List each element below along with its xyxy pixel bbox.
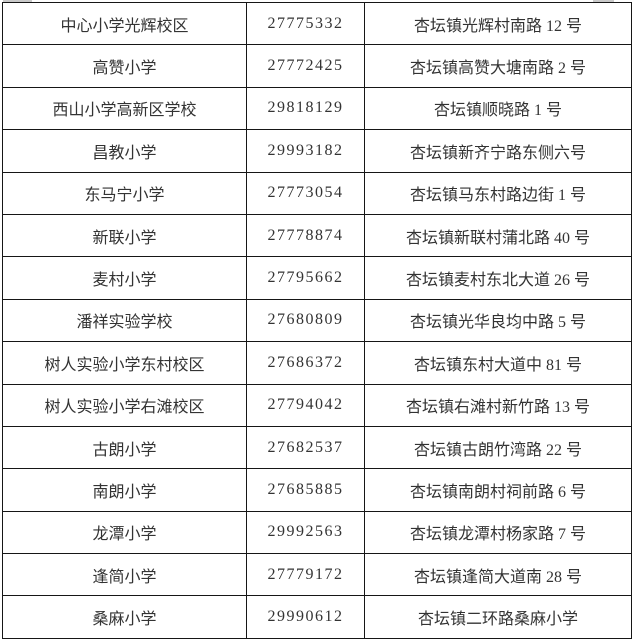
address-cell: 杏坛镇麦村东北大道 26 号 bbox=[364, 256, 632, 300]
school-name-cell: 桑麻小学 bbox=[2, 595, 247, 639]
table-row: 新联小学 27778874 杏坛镇新联村蒲北路 40 号 bbox=[2, 213, 632, 258]
school-name-cell: 龙潭小学 bbox=[2, 510, 247, 555]
phone-cell: 29818129 bbox=[246, 86, 365, 131]
school-name-cell: 西山小学高新区学校 bbox=[2, 86, 247, 131]
school-name-cell: 高赞小学 bbox=[2, 44, 247, 88]
phone-cell: 27682537 bbox=[246, 425, 365, 470]
school-name-cell: 古朗小学 bbox=[2, 425, 247, 470]
address-cell: 杏坛镇顺晓路 1 号 bbox=[364, 86, 632, 131]
table-row: 逢简小学 27779172 杏坛镇逢简大道南 28 号 bbox=[2, 553, 632, 597]
table-row: 树人实验小学东村校区 27686372 杏坛镇东村大道中 81 号 bbox=[2, 341, 632, 385]
table-row: 昌教小学 29993182 杏坛镇新齐宁路东侧六号 bbox=[2, 129, 632, 173]
school-name-cell: 树人实验小学右滩校区 bbox=[2, 383, 247, 427]
table-row: 潘祥实验学校 27680809 杏坛镇光华良均中路 5 号 bbox=[2, 298, 632, 343]
table-row: 东马宁小学 27773054 杏坛镇马东村路边街 1 号 bbox=[2, 171, 632, 215]
phone-cell: 27680809 bbox=[246, 298, 365, 343]
phone-cell: 29992563 bbox=[246, 510, 365, 555]
phone-cell: 27686372 bbox=[246, 341, 365, 385]
table-row: 西山小学高新区学校 29818129 杏坛镇顺晓路 1 号 bbox=[2, 86, 632, 131]
table-row: 中心小学光辉校区 27775332 杏坛镇光辉村南路 12 号 bbox=[2, 1, 632, 46]
phone-cell: 27775332 bbox=[246, 1, 365, 46]
school-name-cell: 麦村小学 bbox=[2, 256, 247, 300]
school-name-cell: 逢简小学 bbox=[2, 553, 247, 597]
school-name-cell: 新联小学 bbox=[2, 213, 247, 258]
address-cell: 杏坛镇东村大道中 81 号 bbox=[364, 341, 632, 385]
table-row: 高赞小学 27772425 杏坛镇高赞大塘南路 2 号 bbox=[2, 44, 632, 88]
address-cell: 杏坛镇光华良均中路 5 号 bbox=[364, 298, 632, 343]
phone-cell: 29990612 bbox=[246, 595, 365, 639]
school-name-cell: 潘祥实验学校 bbox=[2, 298, 247, 343]
address-cell: 杏坛镇二环路桑麻小学 bbox=[364, 595, 632, 639]
table-row: 桑麻小学 29990612 杏坛镇二环路桑麻小学 bbox=[2, 595, 632, 639]
table-row: 麦村小学 27795662 杏坛镇麦村东北大道 26 号 bbox=[2, 256, 632, 300]
address-cell: 杏坛镇逢简大道南 28 号 bbox=[364, 553, 632, 597]
school-name-cell: 昌教小学 bbox=[2, 129, 247, 173]
address-cell: 杏坛镇新齐宁路东侧六号 bbox=[364, 129, 632, 173]
phone-cell: 27778874 bbox=[246, 213, 365, 258]
school-name-cell: 南朗小学 bbox=[2, 468, 247, 512]
table-row: 古朗小学 27682537 杏坛镇古朗竹湾路 22 号 bbox=[2, 425, 632, 470]
top-edge-fragment-right bbox=[593, 0, 614, 2]
address-cell: 杏坛镇右滩村新竹路 13 号 bbox=[364, 383, 632, 427]
phone-cell: 27685885 bbox=[246, 468, 365, 512]
address-cell: 杏坛镇光辉村南路 12 号 bbox=[364, 1, 632, 46]
address-cell: 杏坛镇马东村路边街 1 号 bbox=[364, 171, 632, 215]
table-row: 树人实验小学右滩校区 27794042 杏坛镇右滩村新竹路 13 号 bbox=[2, 383, 632, 427]
school-name-cell: 树人实验小学东村校区 bbox=[2, 341, 247, 385]
address-cell: 杏坛镇龙潭村杨家路 7 号 bbox=[364, 510, 632, 555]
phone-cell: 27779172 bbox=[246, 553, 365, 597]
table-row: 南朗小学 27685885 杏坛镇南朗村祠前路 6 号 bbox=[2, 468, 632, 512]
phone-cell: 27773054 bbox=[246, 171, 365, 215]
phone-cell: 27772425 bbox=[246, 44, 365, 88]
phone-cell: 27794042 bbox=[246, 383, 365, 427]
address-cell: 杏坛镇新联村蒲北路 40 号 bbox=[364, 213, 632, 258]
address-cell: 杏坛镇高赞大塘南路 2 号 bbox=[364, 44, 632, 88]
school-name-cell: 中心小学光辉校区 bbox=[2, 1, 247, 46]
phone-cell: 29993182 bbox=[246, 129, 365, 173]
phone-cell: 27795662 bbox=[246, 256, 365, 300]
table-row: 龙潭小学 29992563 杏坛镇龙潭村杨家路 7 号 bbox=[2, 510, 632, 555]
address-cell: 杏坛镇古朗竹湾路 22 号 bbox=[364, 425, 632, 470]
address-cell: 杏坛镇南朗村祠前路 6 号 bbox=[364, 468, 632, 512]
top-edge-fragment-left bbox=[3, 0, 32, 2]
school-name-cell: 东马宁小学 bbox=[2, 171, 247, 215]
